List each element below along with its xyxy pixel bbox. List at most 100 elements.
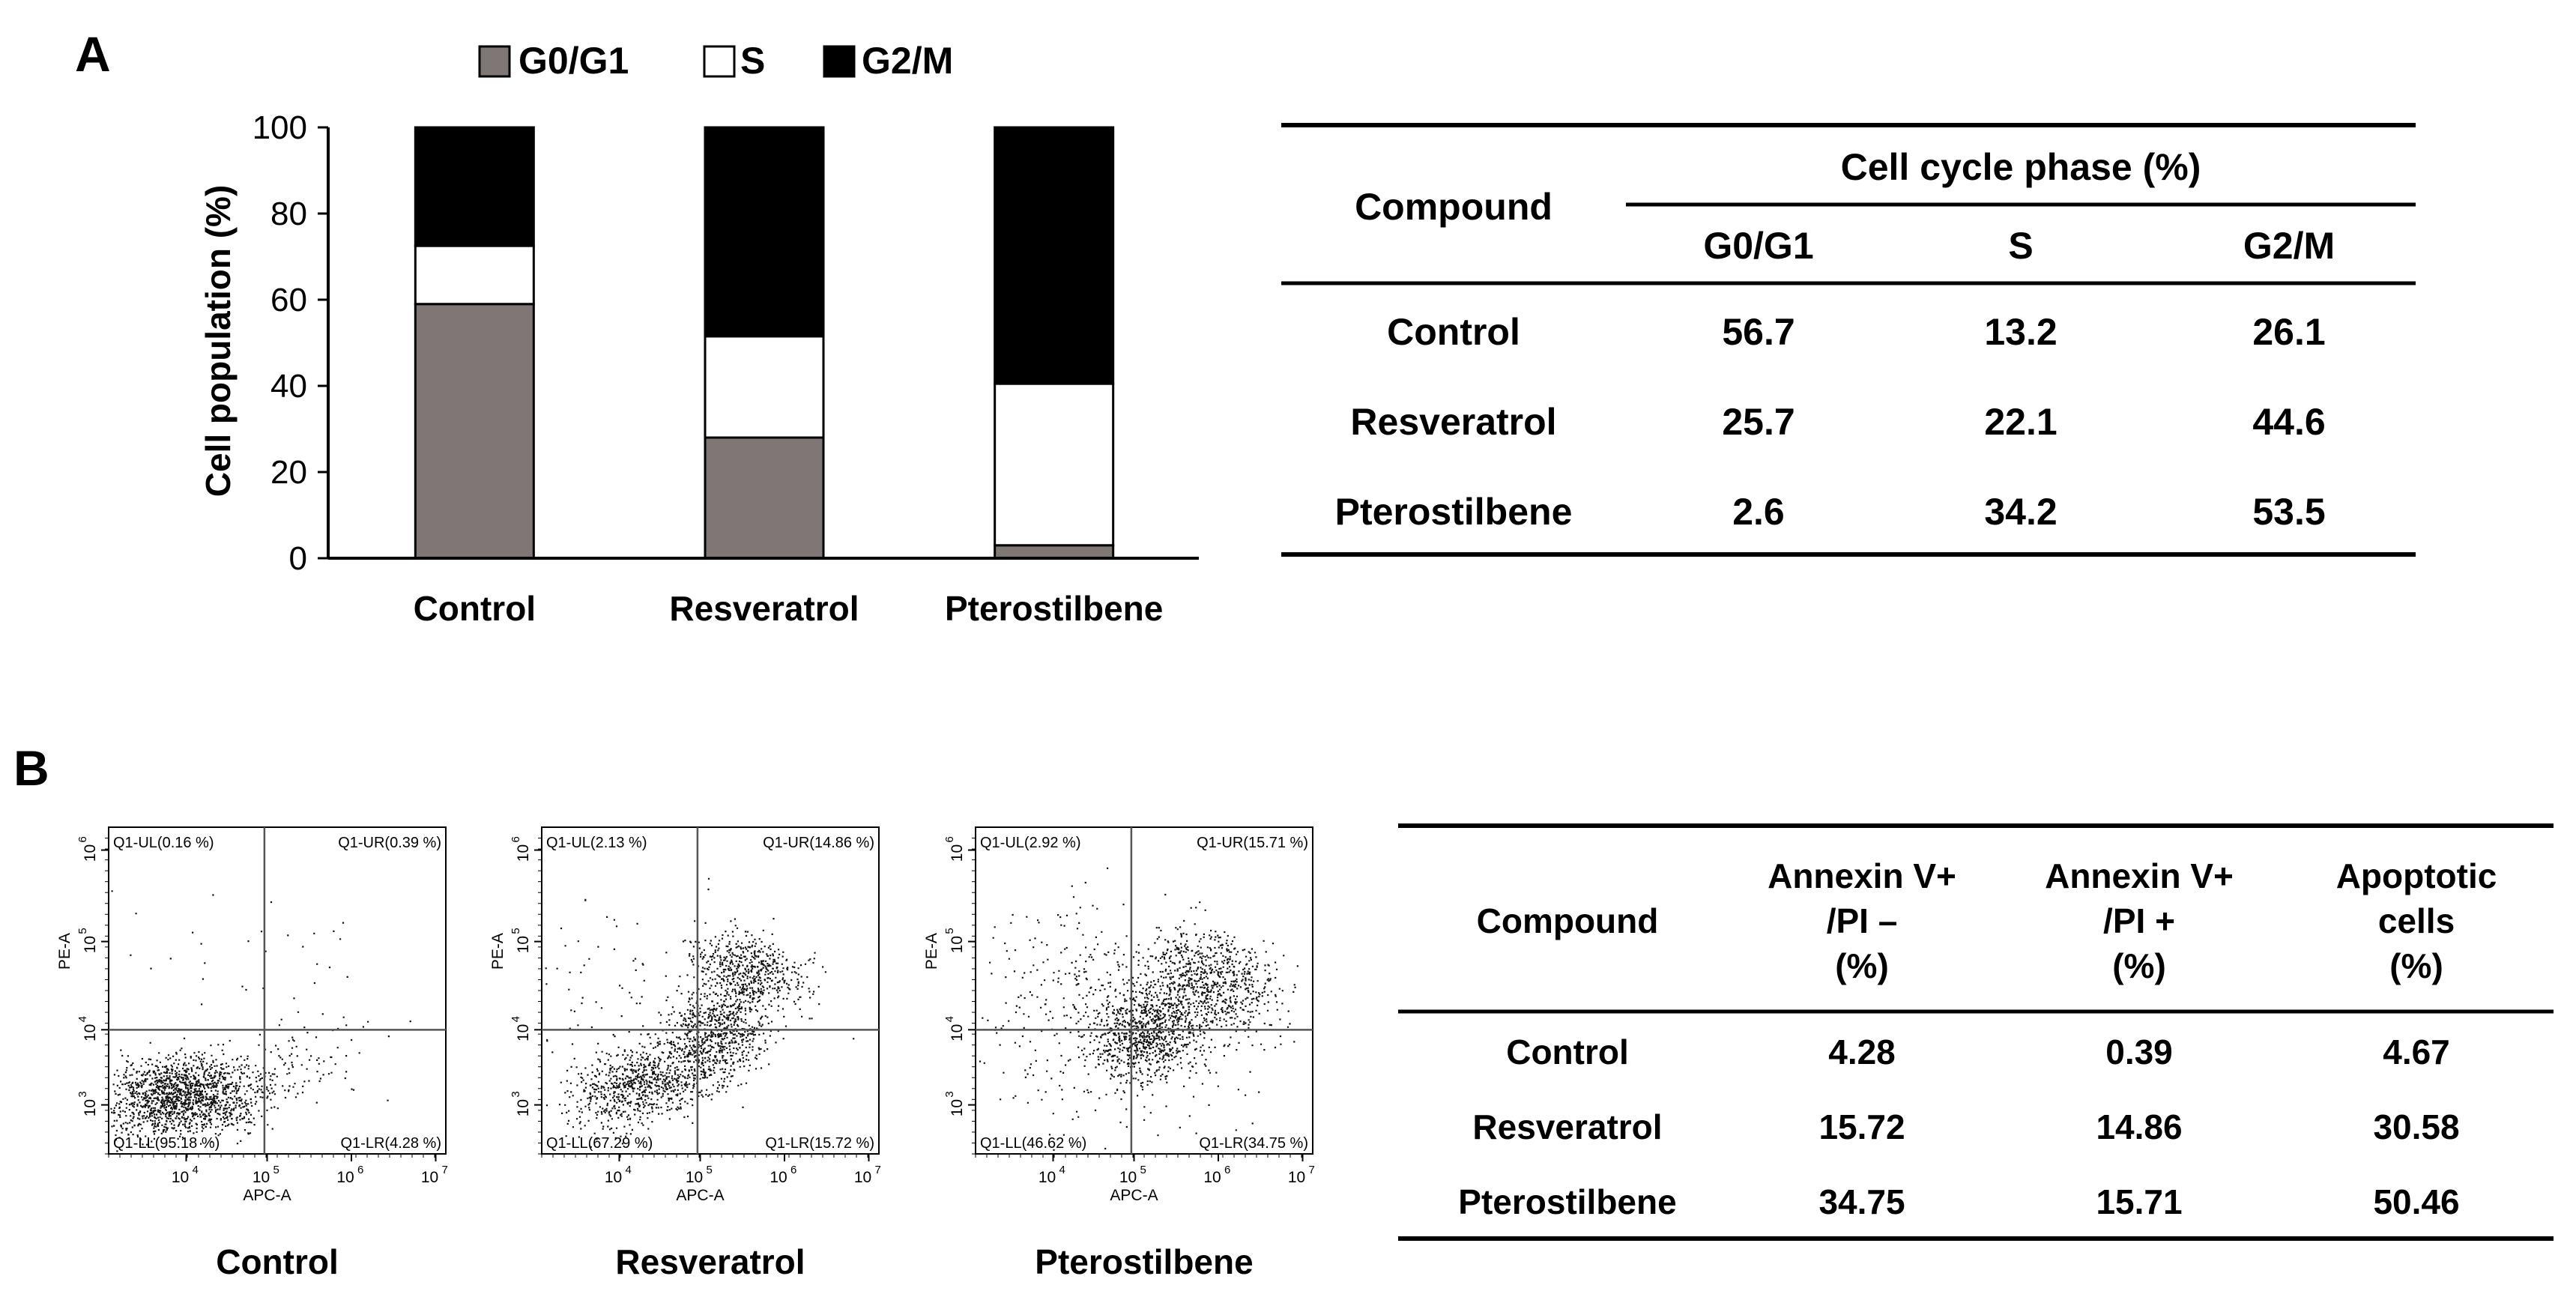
table-a-column-header: S bbox=[2008, 225, 2033, 267]
panel-b-label: B bbox=[13, 740, 49, 796]
legend-label-g0g1: G0/G1 bbox=[518, 40, 629, 82]
event-dots bbox=[979, 867, 1298, 1151]
event-dots bbox=[110, 890, 411, 1152]
table-b-cell: 34.75 bbox=[1818, 1182, 1905, 1221]
y-tick-exponent: 4 bbox=[943, 1016, 956, 1022]
y-tick-group: 103 bbox=[943, 1091, 966, 1116]
y-tick-label: 20 bbox=[270, 454, 307, 491]
table-b-header-line: Apoptotic bbox=[2336, 856, 2497, 895]
x-tick-label: Control bbox=[414, 589, 536, 628]
y-tick-exponent: 6 bbox=[510, 836, 522, 842]
y-tick-label: 80 bbox=[270, 196, 307, 232]
legend-swatch-g0g1 bbox=[478, 45, 511, 78]
y-tick-label: 10 bbox=[82, 1099, 99, 1116]
table-b-body: Compound Annexin V+ /PI – (%) Annexin V+ /PI … bbox=[1458, 856, 2497, 1221]
x-tick-exponent: 4 bbox=[626, 1164, 632, 1176]
quadrant-label-ul: Q1-UL(2.92 %) bbox=[980, 835, 1081, 851]
x-tick-exponent: 6 bbox=[790, 1164, 796, 1176]
y-tick-group: 106 bbox=[510, 836, 532, 862]
table-a-cell: 44.6 bbox=[2252, 401, 2325, 443]
plot-frame bbox=[108, 826, 447, 1155]
y-tick-label: 10 bbox=[82, 1024, 99, 1041]
table-a-cell: 56.7 bbox=[1722, 311, 1795, 353]
quadrant-label-ll: Q1-LL(46.62 %) bbox=[980, 1135, 1086, 1152]
y-tick-label: 40 bbox=[270, 368, 307, 405]
quadrant-label-ll: Q1-LL(95.18 %) bbox=[113, 1135, 220, 1152]
y-tick-label: 10 bbox=[82, 936, 99, 953]
flow-cytometry-plots: Q1-UL(0.16 %) Q1-UR(0.39 %) Q1-LL(95.18 %)… bbox=[56, 826, 1315, 1281]
quadrant-label-ur: Q1-UR(14.86 %) bbox=[763, 835, 874, 851]
table-a-column-header: G0/G1 bbox=[1703, 225, 1813, 267]
table-a-row-compound: Resveratrol bbox=[1350, 401, 1556, 443]
x-tick-exponent: 6 bbox=[1224, 1164, 1230, 1176]
x-axis-label: APC-A bbox=[1110, 1187, 1158, 1204]
y-tick-exponent: 6 bbox=[76, 836, 89, 842]
table-a-cell: 34.2 bbox=[1984, 491, 2057, 533]
x-tick-exponent: 7 bbox=[442, 1164, 448, 1176]
bar-segment-g0g1-resveratrol bbox=[704, 436, 825, 560]
x-tick-label: 10 bbox=[1038, 1169, 1056, 1186]
table-b-row-compound: Resveratrol bbox=[1472, 1107, 1662, 1146]
x-tick-label: 10 bbox=[770, 1169, 787, 1186]
y-tick-exponent: 5 bbox=[76, 928, 89, 934]
table-b-cell: 14.86 bbox=[2096, 1107, 2182, 1146]
y-tick-group: 104 bbox=[76, 1016, 99, 1041]
x-tick-exponent: 7 bbox=[1309, 1164, 1315, 1176]
table-b-header-line: /PI + bbox=[2103, 901, 2175, 940]
y-tick-group: 106 bbox=[943, 836, 966, 862]
bar-segment-g0g1-control bbox=[414, 303, 535, 560]
bar-segment-s-resveratrol bbox=[704, 335, 825, 439]
x-axis-label: APC-A bbox=[676, 1187, 724, 1204]
quadrant-label-ll: Q1-LL(67.29 %) bbox=[546, 1135, 653, 1152]
quadrant-label-lr: Q1-LR(4.28 %) bbox=[341, 1135, 442, 1152]
x-tick-exponent: 5 bbox=[707, 1164, 713, 1176]
y-tick-label: 100 bbox=[253, 109, 307, 146]
plot-frame bbox=[541, 826, 880, 1155]
table-a-body: G0/G1 S G2/M Control 56.7 13.2 26.1 Resveratrol… bbox=[1335, 225, 2335, 533]
panel-a-label: A bbox=[75, 26, 111, 82]
table-a-cell: 25.7 bbox=[1722, 401, 1795, 443]
table-b-row-compound: Control bbox=[1506, 1033, 1629, 1071]
table-a-row-compound: Control bbox=[1387, 311, 1520, 353]
x-tick-label: Pterostilbene bbox=[945, 589, 1163, 628]
y-tick-group: 103 bbox=[510, 1091, 532, 1116]
y-tick-label: 10 bbox=[949, 844, 966, 862]
x-tick-exponent: 7 bbox=[875, 1164, 881, 1176]
y-tick-label: 60 bbox=[270, 282, 307, 318]
y-tick-group: 106 bbox=[76, 836, 99, 862]
x-tick-label: 10 bbox=[686, 1169, 703, 1186]
y-tick-group: 104 bbox=[943, 1016, 966, 1041]
y-tick-group: 103 bbox=[76, 1091, 99, 1116]
x-tick-exponent: 6 bbox=[357, 1164, 363, 1176]
x-tick-label: 10 bbox=[605, 1169, 622, 1186]
table-b-row-compound: Pterostilbene bbox=[1458, 1182, 1676, 1221]
y-tick-label: 10 bbox=[515, 1099, 532, 1116]
y-axis-label: PE-A bbox=[489, 933, 507, 970]
table-b-header-line: cells bbox=[2378, 901, 2455, 940]
y-axis-label: PE-A bbox=[923, 933, 940, 970]
table-b-header-line: /PI – bbox=[1827, 901, 1898, 940]
table-a-cell: 22.1 bbox=[1984, 401, 2057, 443]
quadrant-label-lr: Q1-LR(34.75 %) bbox=[1199, 1135, 1308, 1152]
chart-legend: G0/G1 S G2/M bbox=[478, 40, 953, 82]
table-a-cell: 53.5 bbox=[2252, 491, 2325, 533]
y-tick-label: 0 bbox=[289, 540, 307, 577]
table-b-header-line: (%) bbox=[2112, 946, 2166, 985]
y-tick-label: 10 bbox=[949, 936, 966, 953]
x-tick-label: 10 bbox=[336, 1169, 354, 1186]
y-tick-exponent: 3 bbox=[76, 1091, 89, 1097]
y-tick-group: 104 bbox=[510, 1016, 532, 1041]
x-tick-label: 10 bbox=[253, 1169, 270, 1186]
table-a-compound-header: Compound bbox=[1355, 186, 1552, 228]
table-b-cell: 50.46 bbox=[2373, 1182, 2459, 1221]
x-tick-exponent: 4 bbox=[193, 1164, 199, 1176]
y-tick-group: 105 bbox=[76, 928, 99, 953]
x-tick-label: 10 bbox=[854, 1169, 871, 1186]
table-b-cell: 0.39 bbox=[2105, 1033, 2173, 1071]
bar-segment-g2m-resveratrol bbox=[704, 126, 825, 338]
x-tick-label: 10 bbox=[172, 1169, 189, 1186]
table-b-header-line: Annexin V+ bbox=[1768, 856, 1956, 895]
flow-plot-pterostilbene: Q1-UL(2.92 %) Q1-UR(15.71 %) Q1-LL(46.62 %… bbox=[923, 826, 1315, 1281]
bar-segment-s-control bbox=[414, 244, 535, 306]
